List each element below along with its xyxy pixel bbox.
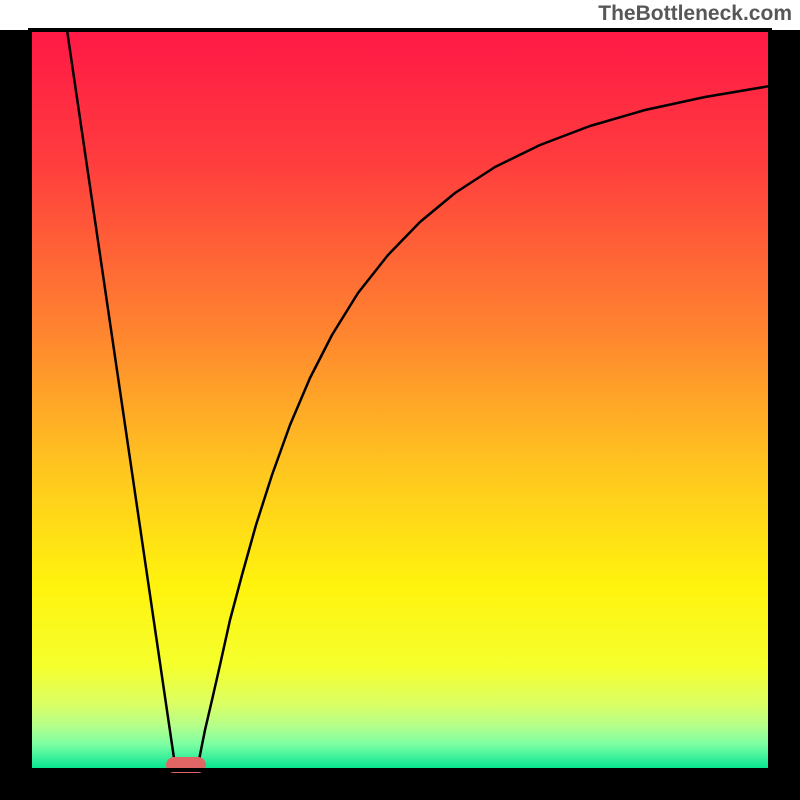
axis-bottom-bar xyxy=(0,770,800,800)
bottleneck-chart xyxy=(0,0,800,800)
plot-background xyxy=(30,30,770,770)
axis-right-bar xyxy=(770,30,800,770)
axis-left-bar xyxy=(0,30,30,800)
watermark-text: TheBottleneck.com xyxy=(598,2,792,26)
chart-container: TheBottleneck.com xyxy=(0,0,800,800)
